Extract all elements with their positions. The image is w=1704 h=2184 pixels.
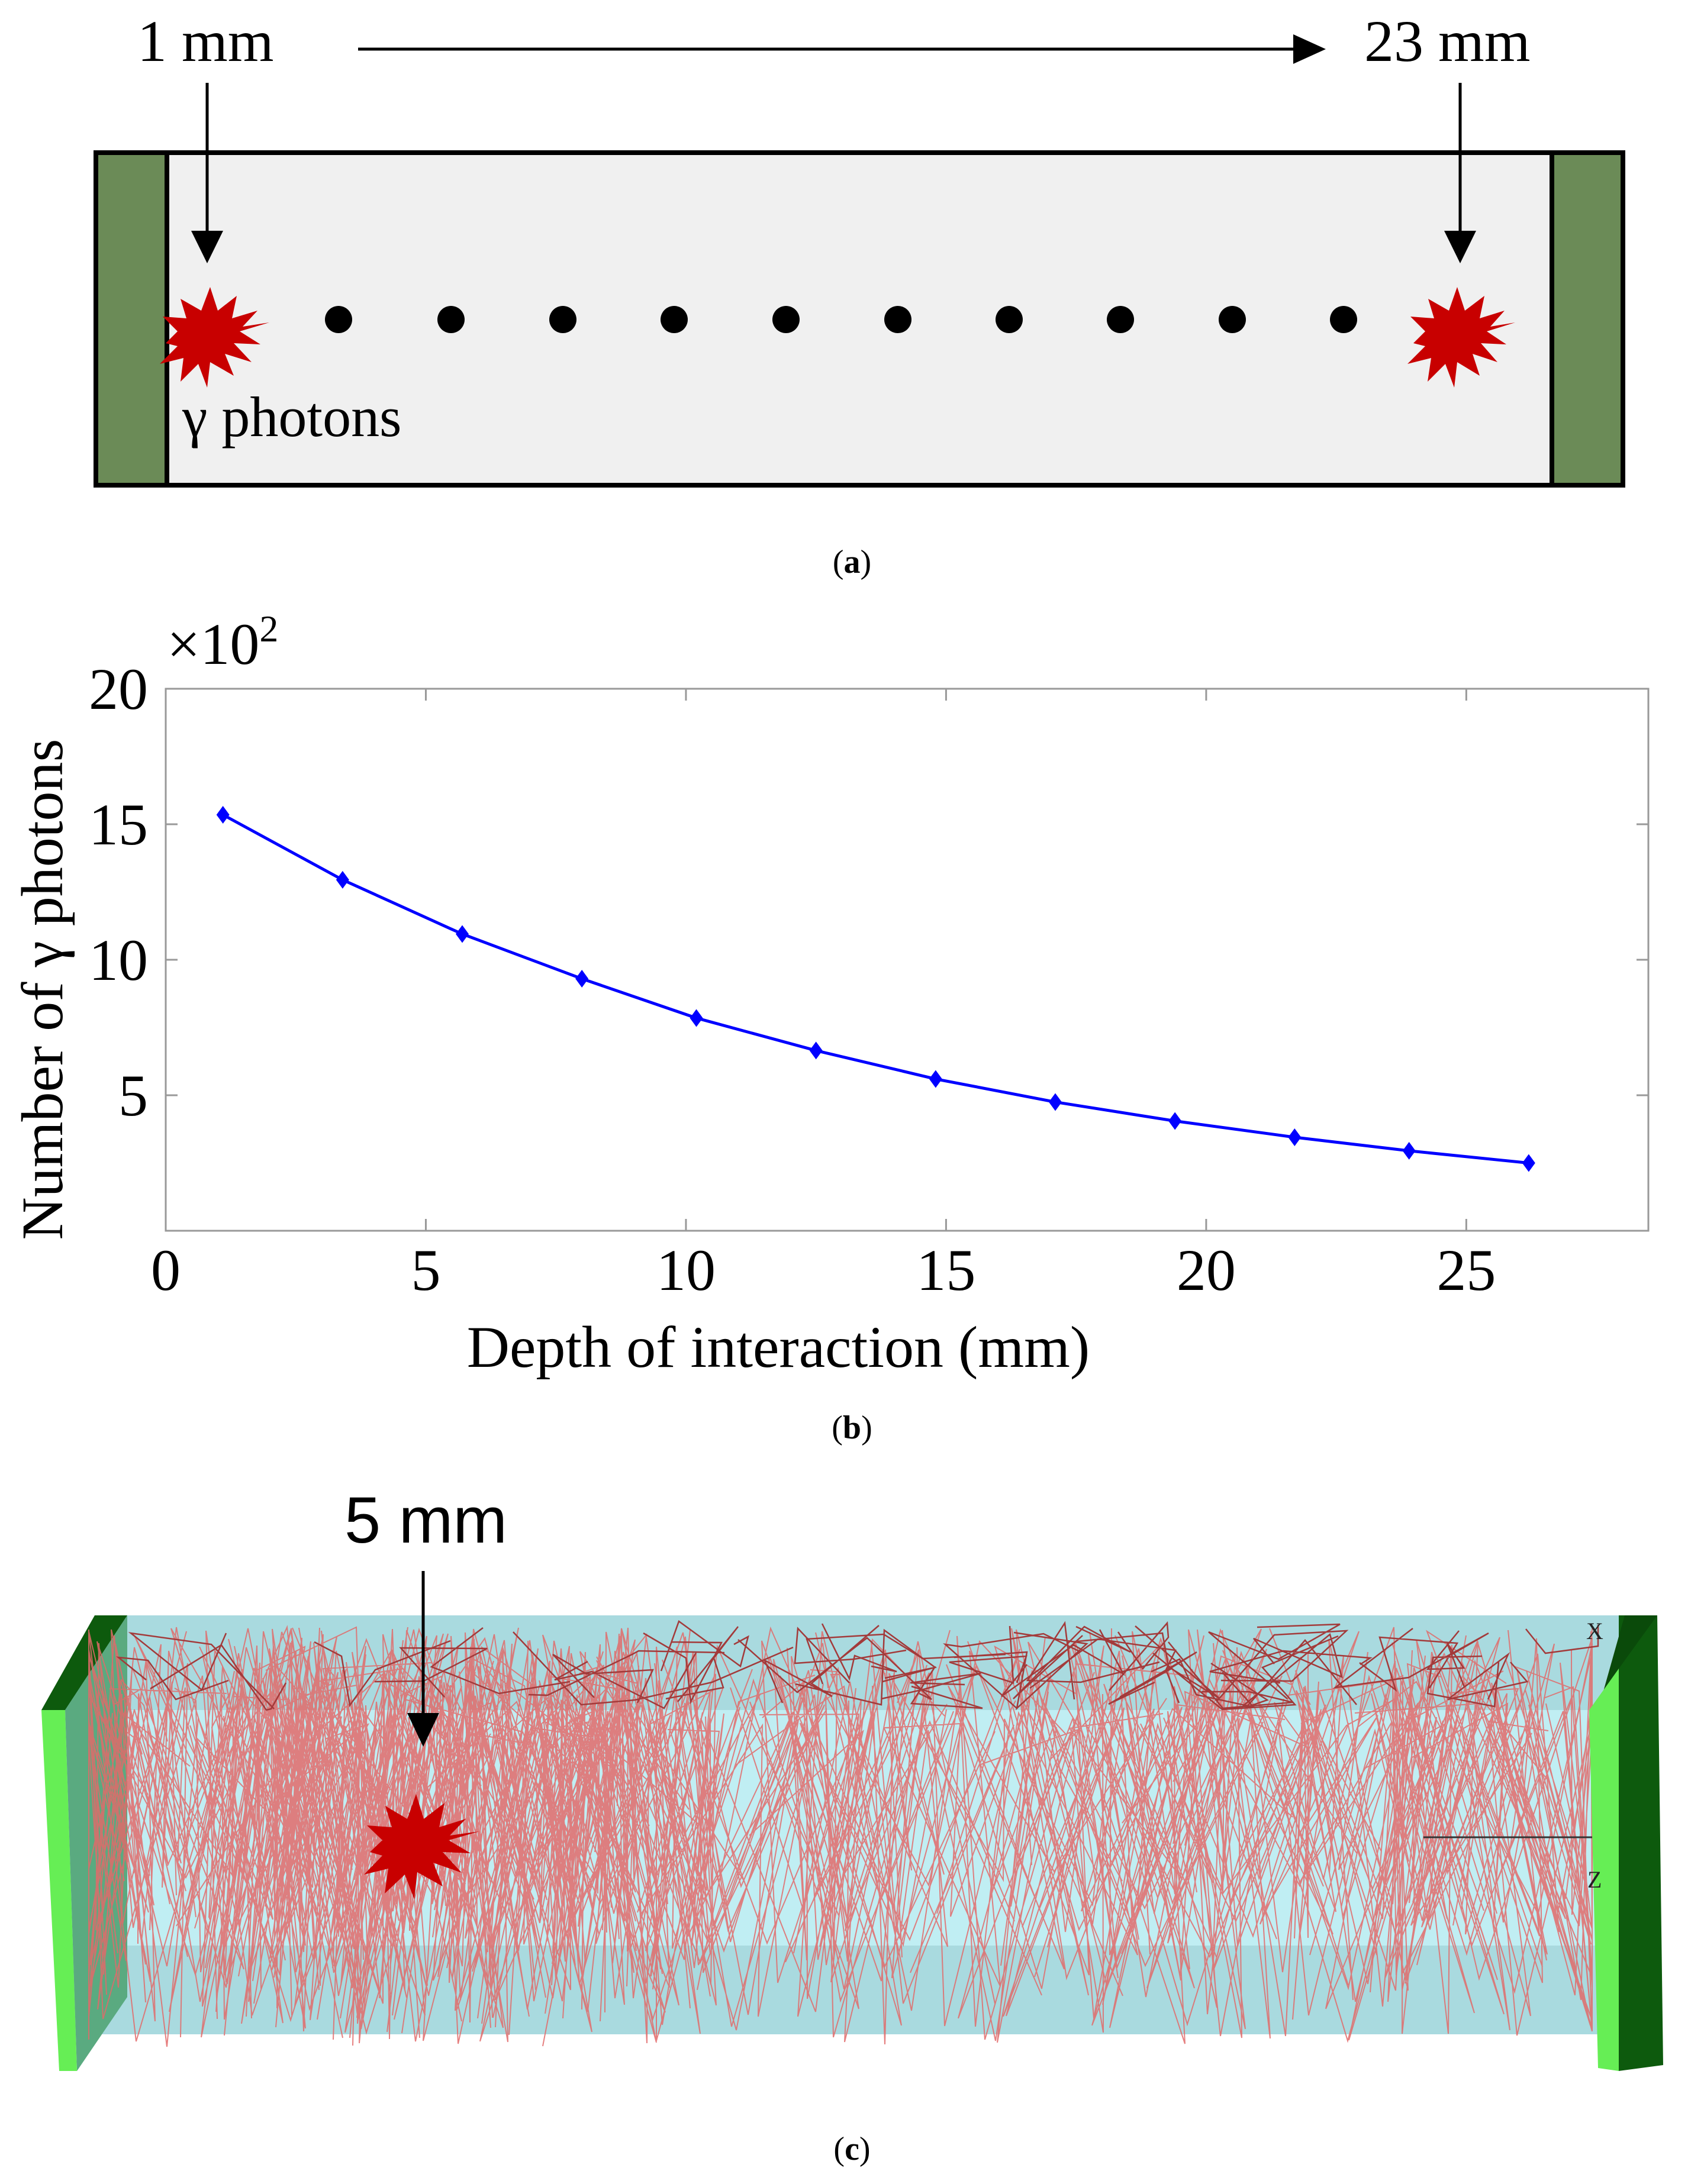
panel-c-source-label: 5 mm: [344, 1484, 507, 1557]
panel-c-axis-x-label: X: [1586, 1618, 1603, 1644]
panel-c-caption-letter: c: [845, 2131, 859, 2167]
panel-c-simulation-render: X Z: [41, 1571, 1663, 2071]
chart-y-axis-label: Number of γ photons: [9, 739, 75, 1240]
interaction-point: [772, 306, 800, 333]
panel-a-source-label: γ photons: [182, 385, 402, 449]
x-tick-label: 10: [656, 1237, 716, 1303]
chart-y-multiplier-exp: 2: [259, 615, 278, 650]
y-tick-label: 15: [89, 792, 148, 857]
panel-c-photon-tracks: [88, 1620, 1599, 2047]
interaction-point: [549, 306, 576, 333]
x-tick-label: 5: [411, 1237, 440, 1303]
series-line: [222, 813, 1529, 1164]
y-tick-label: 20: [89, 656, 148, 722]
data-point-marker: [809, 1041, 823, 1060]
panel-c-end-cap-right-top: [1598, 1615, 1657, 1710]
panel-a-diagram: [94, 34, 1625, 488]
interaction-point: [661, 306, 688, 333]
chart-plot-frame: [165, 688, 1650, 1232]
chart-x-axis-label: Depth of interaction (mm): [467, 1314, 1090, 1380]
data-point-marker: [336, 870, 349, 889]
panel-c-end-cap-left-edge: [41, 1710, 77, 2071]
data-point-marker: [1522, 1154, 1535, 1172]
panel-a-label-start: 1 mm: [137, 8, 274, 74]
x-tick-label: 20: [1177, 1237, 1236, 1303]
panel-b-caption: (b): [832, 1409, 872, 1446]
data-point-marker: [575, 970, 589, 988]
interaction-point: [437, 306, 465, 333]
panel-b-chart: 0 5 10 15 20 25 5 10 15 20 ×102 Depth of interact…: [9, 615, 1650, 1380]
data-point-marker: [929, 1070, 942, 1088]
panel-a-caption-letter: a: [843, 544, 861, 580]
x-tick-label: 25: [1436, 1237, 1496, 1303]
data-point-marker: [216, 805, 230, 824]
data-point-marker: [1168, 1112, 1182, 1130]
panel-c-caption: (c): [833, 2131, 871, 2167]
panel-a-end-cap-right: [1550, 150, 1625, 488]
interaction-point: [996, 306, 1023, 333]
interaction-point: [1330, 306, 1357, 333]
data-point-marker: [1402, 1141, 1416, 1160]
data-point-marker: [1288, 1128, 1302, 1146]
panel-c-axis-z-label: Z: [1587, 1866, 1602, 1893]
panel-c-end-cap-right-face: [1619, 1615, 1663, 2071]
data-point-marker: [1049, 1093, 1062, 1111]
data-point-marker: [690, 1009, 703, 1027]
y-tick-label: 10: [89, 927, 148, 993]
panel-a-range-arrow-head: [1293, 34, 1326, 64]
panel-a-source-end-icon: [1407, 287, 1515, 388]
panel-c-source-icon: [364, 1794, 479, 1899]
interaction-point: [1219, 306, 1246, 333]
panel-c-arrow-head: [407, 1713, 439, 1747]
panel-a-label-end: 23 mm: [1364, 8, 1531, 74]
photon-track-lines: [88, 1625, 1593, 2047]
photon-track-lines-top: [115, 1620, 1599, 1711]
panel-a-arrow-start-head: [191, 231, 223, 263]
x-tick-label: 15: [916, 1237, 975, 1303]
interaction-point: [884, 306, 911, 333]
panel-a-end-cap-left: [94, 150, 169, 488]
panel-a-caption: (a): [832, 544, 872, 580]
interaction-point: [325, 306, 352, 333]
panel-c-end-cap-right-edge: [1589, 1669, 1619, 2071]
y-tick-label: 5: [118, 1063, 148, 1128]
panel-a-source-start-icon: [160, 287, 269, 388]
interaction-point: [1107, 306, 1134, 333]
panel-a-arrow-end-head: [1444, 231, 1476, 263]
panel-b-caption-letter: b: [842, 1409, 862, 1446]
panel-a-interaction-points: [325, 306, 1357, 333]
x-tick-label: 0: [151, 1237, 181, 1303]
chart-y-multiplier: ×102: [167, 615, 278, 677]
data-point-marker: [456, 925, 469, 943]
panel-c-end-cap-left-top: [41, 1615, 127, 1710]
